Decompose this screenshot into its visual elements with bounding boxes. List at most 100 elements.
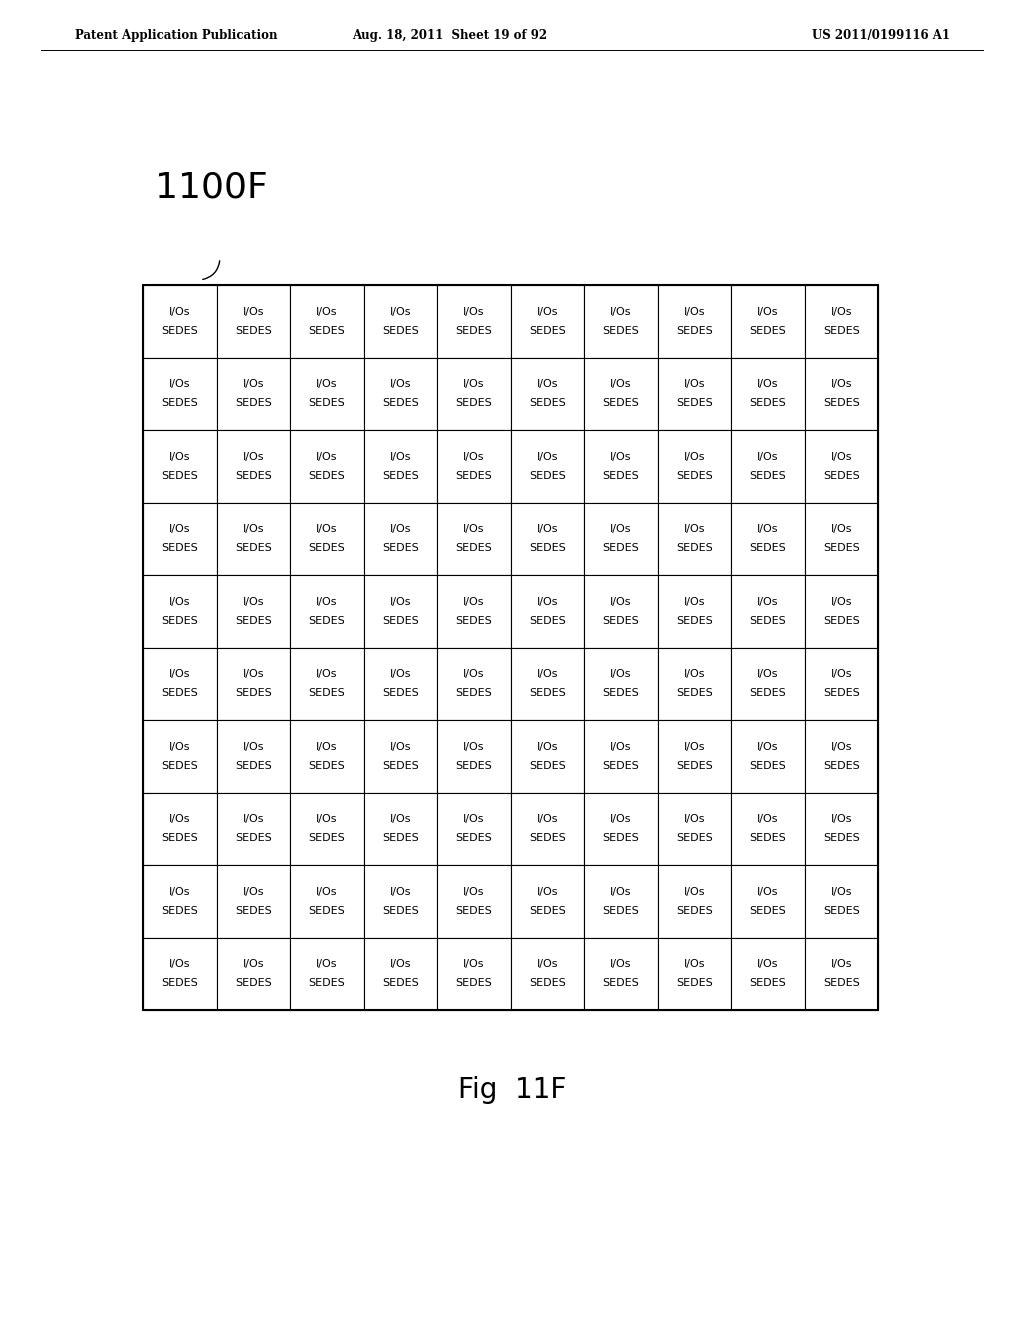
Bar (290, 719, 364, 792)
Text: SEDES: SEDES (382, 615, 419, 626)
Text: SEDES: SEDES (602, 906, 639, 916)
Text: I/Os: I/Os (389, 742, 411, 752)
Text: I/Os: I/Os (757, 814, 778, 824)
Bar (731, 648, 805, 719)
Bar (657, 719, 731, 792)
Bar (437, 576, 511, 648)
Bar (584, 285, 657, 358)
Text: 1100F: 1100F (155, 172, 267, 205)
Text: SEDES: SEDES (234, 978, 271, 989)
Bar (511, 865, 584, 937)
Text: SEDES: SEDES (676, 471, 713, 480)
Text: SEDES: SEDES (823, 471, 859, 480)
Text: I/Os: I/Os (610, 524, 632, 535)
Bar (364, 430, 437, 503)
Bar (584, 937, 657, 1010)
Text: I/Os: I/Os (169, 960, 190, 969)
Text: SEDES: SEDES (308, 833, 345, 843)
Text: I/Os: I/Os (610, 742, 632, 752)
Text: SEDES: SEDES (823, 906, 859, 916)
Bar (290, 358, 364, 430)
Text: I/Os: I/Os (316, 597, 338, 607)
Bar (657, 576, 731, 648)
Bar (731, 792, 805, 865)
Text: SEDES: SEDES (162, 471, 198, 480)
Text: SEDES: SEDES (528, 615, 565, 626)
Text: I/Os: I/Os (243, 524, 264, 535)
Text: SEDES: SEDES (308, 615, 345, 626)
Text: SEDES: SEDES (602, 688, 639, 698)
Text: SEDES: SEDES (823, 615, 859, 626)
Bar (731, 719, 805, 792)
Bar (584, 503, 657, 576)
Bar (805, 285, 878, 358)
Bar (216, 648, 290, 719)
Text: I/Os: I/Os (316, 451, 338, 462)
Text: Aug. 18, 2011  Sheet 19 of 92: Aug. 18, 2011 Sheet 19 of 92 (352, 29, 548, 41)
Text: I/Os: I/Os (537, 887, 558, 896)
Bar (364, 937, 437, 1010)
Bar (290, 865, 364, 937)
Text: SEDES: SEDES (234, 326, 271, 335)
Text: I/Os: I/Os (830, 669, 852, 680)
Bar (511, 648, 584, 719)
Bar (805, 865, 878, 937)
Bar (437, 648, 511, 719)
Text: SEDES: SEDES (602, 399, 639, 408)
Text: I/Os: I/Os (537, 960, 558, 969)
Text: SEDES: SEDES (602, 326, 639, 335)
Text: I/Os: I/Os (610, 451, 632, 462)
Bar (143, 358, 216, 430)
Bar (731, 576, 805, 648)
Text: I/Os: I/Os (683, 887, 705, 896)
Text: SEDES: SEDES (602, 833, 639, 843)
Text: I/Os: I/Os (389, 379, 411, 389)
Text: SEDES: SEDES (456, 978, 493, 989)
Text: SEDES: SEDES (382, 833, 419, 843)
Text: I/Os: I/Os (316, 960, 338, 969)
Text: I/Os: I/Os (463, 306, 484, 317)
Text: I/Os: I/Os (243, 451, 264, 462)
Bar (657, 430, 731, 503)
Text: I/Os: I/Os (757, 379, 778, 389)
Bar (143, 648, 216, 719)
Text: I/Os: I/Os (830, 960, 852, 969)
Bar (364, 648, 437, 719)
Text: SEDES: SEDES (308, 906, 345, 916)
Text: SEDES: SEDES (456, 399, 493, 408)
Text: I/Os: I/Os (757, 524, 778, 535)
Text: SEDES: SEDES (308, 471, 345, 480)
Text: I/Os: I/Os (243, 960, 264, 969)
Text: SEDES: SEDES (382, 399, 419, 408)
Text: SEDES: SEDES (456, 760, 493, 771)
Bar (290, 792, 364, 865)
Text: SEDES: SEDES (676, 978, 713, 989)
Text: I/Os: I/Os (537, 306, 558, 317)
Text: I/Os: I/Os (757, 669, 778, 680)
Text: I/Os: I/Os (537, 742, 558, 752)
Text: SEDES: SEDES (308, 399, 345, 408)
Bar (584, 865, 657, 937)
Bar (511, 576, 584, 648)
Text: I/Os: I/Os (610, 306, 632, 317)
Text: SEDES: SEDES (823, 543, 859, 553)
Text: I/Os: I/Os (537, 669, 558, 680)
Bar (731, 430, 805, 503)
Bar (657, 792, 731, 865)
Bar (511, 285, 584, 358)
Text: SEDES: SEDES (528, 833, 565, 843)
Text: SEDES: SEDES (162, 399, 198, 408)
Bar (805, 503, 878, 576)
Text: SEDES: SEDES (456, 906, 493, 916)
Text: I/Os: I/Os (316, 524, 338, 535)
Text: SEDES: SEDES (676, 615, 713, 626)
Bar (216, 285, 290, 358)
Text: I/Os: I/Os (169, 887, 190, 896)
Bar (511, 937, 584, 1010)
Bar (143, 430, 216, 503)
Text: I/Os: I/Os (169, 669, 190, 680)
Text: I/Os: I/Os (830, 451, 852, 462)
Text: SEDES: SEDES (676, 906, 713, 916)
Bar (364, 358, 437, 430)
Text: I/Os: I/Os (463, 742, 484, 752)
